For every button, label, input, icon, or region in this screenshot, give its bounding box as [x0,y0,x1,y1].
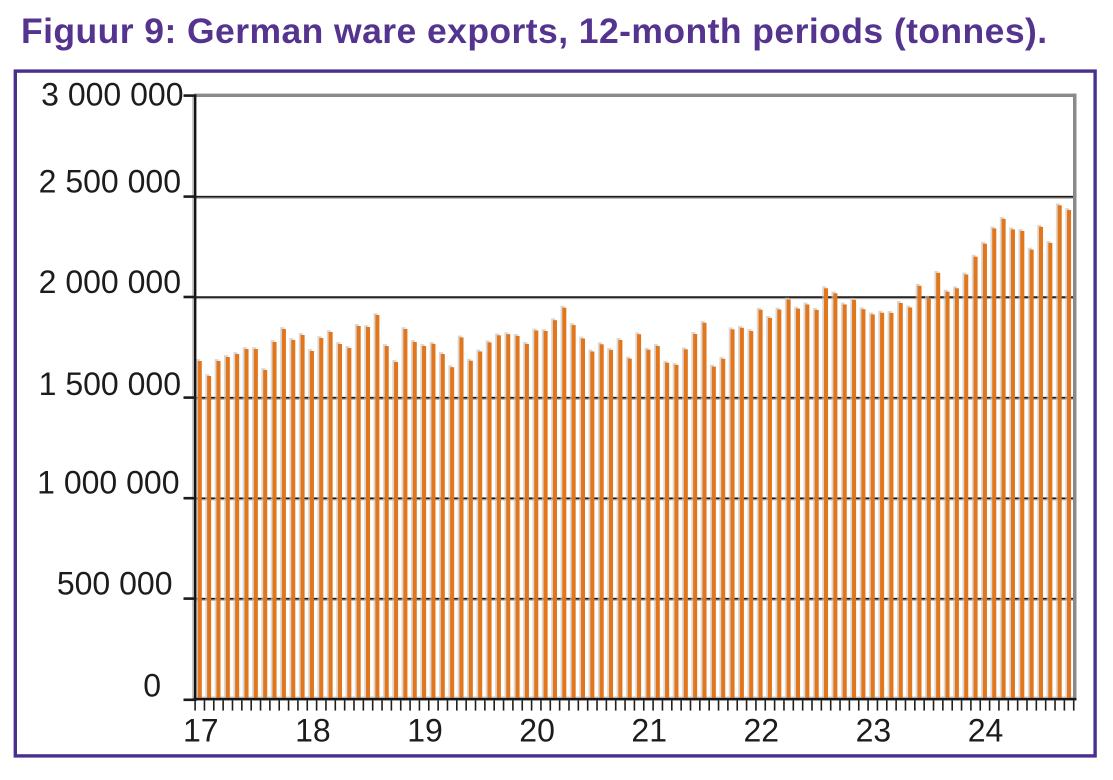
svg-text:1 500 000: 1 500 000 [39,366,181,402]
svg-text:3 000 000: 3 000 000 [41,77,183,113]
svg-text:500 000: 500 000 [57,565,173,601]
svg-text:Figuur 9: German ware exports,: Figuur 9: German ware exports, 12-month … [21,11,1048,51]
svg-text:0: 0 [143,667,161,703]
svg-text:17: 17 [183,713,219,749]
svg-text:22: 22 [744,713,780,749]
svg-text:21: 21 [631,713,667,749]
svg-text:23: 23 [856,713,892,749]
svg-text:18: 18 [295,713,331,749]
svg-text:1 000 000: 1 000 000 [37,465,179,501]
svg-text:2 500 000: 2 500 000 [39,164,181,200]
svg-text:2 000 000: 2 000 000 [39,264,181,300]
svg-text:19: 19 [407,713,443,749]
svg-text:20: 20 [519,713,555,749]
svg-text:24: 24 [968,713,1004,749]
